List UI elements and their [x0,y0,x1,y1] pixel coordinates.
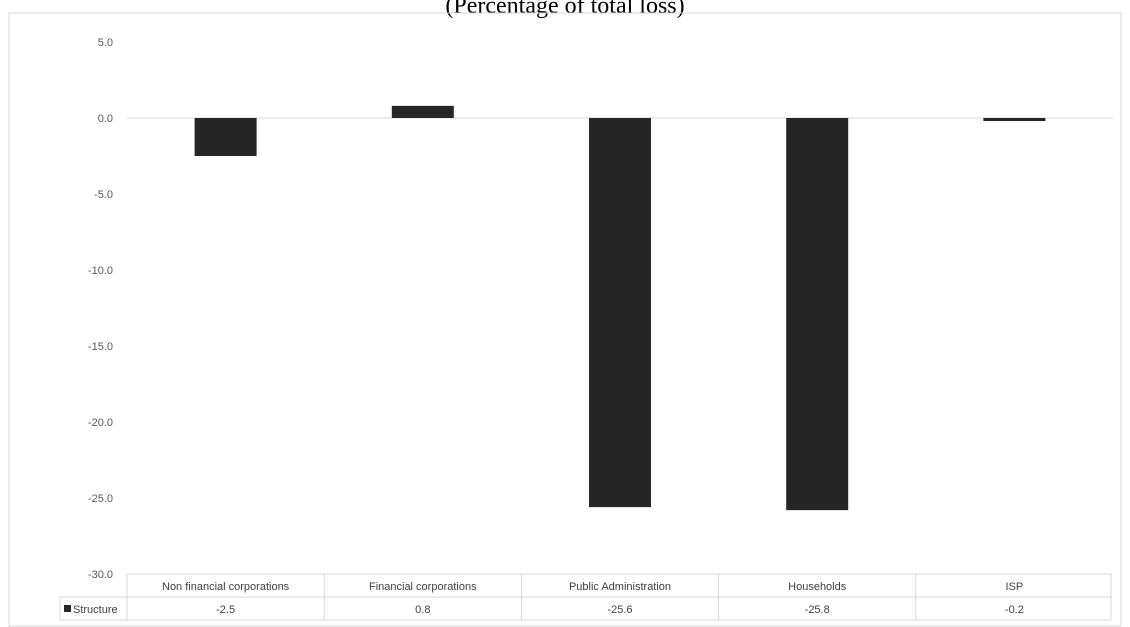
data-table: Non financial corporations -2.5 Financial … [59,573,1112,621]
y-tick-label: -20.0 [88,417,113,429]
legend-label: Structure [73,604,118,616]
bar [786,118,849,511]
bar [194,118,257,156]
category-label: Non financial corporations [162,581,290,593]
y-tick-label: -10.0 [88,265,113,277]
bar [983,118,1046,122]
y-tick-label: -30.0 [88,569,113,581]
bar [391,105,454,118]
value-label: -2.5 [216,604,235,616]
y-tick-label: 0.0 [98,113,113,125]
category-label: Financial corporations [369,581,477,593]
category-label: ISP [1006,581,1024,593]
y-tick-label: -25.0 [88,493,113,505]
value-label: -25.6 [607,604,632,616]
legend-swatch [64,605,71,612]
chart-border [8,12,1122,627]
bar [589,118,651,508]
value-label: 0.8 [415,604,430,616]
bars [194,105,1046,511]
y-tick-label: 5.0 [98,37,113,49]
value-label: -0.2 [1005,604,1024,616]
value-label: -25.8 [805,604,830,616]
y-tick-label: -15.0 [88,341,113,353]
y-tick-label: -5.0 [94,189,113,201]
chart-title: (Percentage of total loss) [445,0,684,19]
category-label: Households [788,581,847,593]
plot-frame [8,12,1122,627]
category-label: Public Administration [569,581,671,593]
